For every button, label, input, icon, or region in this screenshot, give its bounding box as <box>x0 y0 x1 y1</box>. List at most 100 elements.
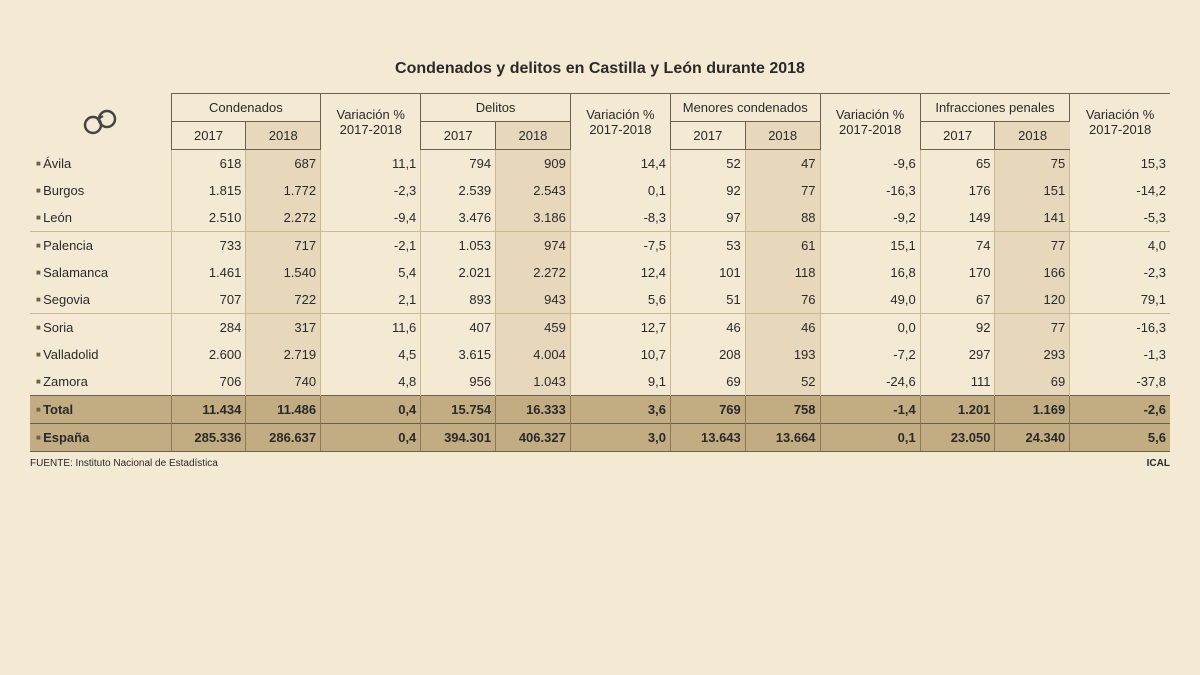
cell: 23.050 <box>920 424 995 452</box>
header-menores: Menores condenados <box>671 94 821 122</box>
source-text: FUENTE: Instituto Nacional de Estadístic… <box>30 458 218 469</box>
cell: 77 <box>995 314 1070 342</box>
row-label: Burgos <box>30 177 171 204</box>
cell: -7,2 <box>820 341 920 368</box>
cell: 1.169 <box>995 396 1070 424</box>
cell: 16.333 <box>496 396 571 424</box>
row-label: Soria <box>30 314 171 342</box>
cell: 76 <box>745 286 820 314</box>
cell: 974 <box>496 232 571 260</box>
year-2018: 2018 <box>246 122 321 150</box>
cell: 53 <box>671 232 746 260</box>
cell: 758 <box>745 396 820 424</box>
cell: 3,0 <box>570 424 670 452</box>
cell: 2.543 <box>496 177 571 204</box>
cell: 1.043 <box>496 368 571 396</box>
cell: 284 <box>171 314 246 342</box>
cell: 61 <box>745 232 820 260</box>
cell: 120 <box>995 286 1070 314</box>
cell: 407 <box>421 314 496 342</box>
cell: 618 <box>171 150 246 178</box>
cell: 67 <box>920 286 995 314</box>
cell: 0,1 <box>570 177 670 204</box>
cell: 1.461 <box>171 259 246 286</box>
cell: 956 <box>421 368 496 396</box>
cell: 3,6 <box>570 396 670 424</box>
year-2017: 2017 <box>421 122 496 150</box>
table-row: Zamora7067404,89561.0439,16952-24,611169… <box>30 368 1170 396</box>
cell: 909 <box>496 150 571 178</box>
cell: 46 <box>671 314 746 342</box>
cell: 13.664 <box>745 424 820 452</box>
year-2018: 2018 <box>745 122 820 150</box>
cell: 11,6 <box>321 314 421 342</box>
cell: 52 <box>745 368 820 396</box>
year-2017: 2017 <box>171 122 246 150</box>
cell: 293 <box>995 341 1070 368</box>
cell: 2.539 <box>421 177 496 204</box>
cell: 5,6 <box>570 286 670 314</box>
table-row: Ávila61868711,179490914,45247-9,6657515,… <box>30 150 1170 178</box>
cell: 794 <box>421 150 496 178</box>
cell: -14,2 <box>1070 177 1170 204</box>
cell: 16,8 <box>820 259 920 286</box>
table-row: Segovia7077222,18939435,6517649,06712079… <box>30 286 1170 314</box>
cell: 2.272 <box>246 204 321 232</box>
cell: 15,3 <box>1070 150 1170 178</box>
data-table: Condenados Variación % 2017-2018 Delitos… <box>30 93 1170 452</box>
cell: 15.754 <box>421 396 496 424</box>
cell: 2.272 <box>496 259 571 286</box>
cell: 717 <box>246 232 321 260</box>
credit-text: ICAL <box>1147 458 1170 469</box>
cell: 1.201 <box>920 396 995 424</box>
cell: 88 <box>745 204 820 232</box>
cell: -9,4 <box>321 204 421 232</box>
cell: 687 <box>246 150 321 178</box>
cell: 52 <box>671 150 746 178</box>
cell: 65 <box>920 150 995 178</box>
year-2018: 2018 <box>496 122 571 150</box>
footer: FUENTE: Instituto Nacional de Estadístic… <box>30 458 1170 469</box>
cell: 77 <box>995 232 1070 260</box>
cell: 4.004 <box>496 341 571 368</box>
cell: 166 <box>995 259 1070 286</box>
cell: 69 <box>995 368 1070 396</box>
table-row: Burgos1.8151.772-2,32.5392.5430,19277-16… <box>30 177 1170 204</box>
table-row: Valladolid2.6002.7194,53.6154.00410,7208… <box>30 341 1170 368</box>
cell: 943 <box>496 286 571 314</box>
cell: 706 <box>171 368 246 396</box>
cell: -8,3 <box>570 204 670 232</box>
cell: 893 <box>421 286 496 314</box>
cell: 0,1 <box>820 424 920 452</box>
cell: 9,1 <box>570 368 670 396</box>
cell: 12,7 <box>570 314 670 342</box>
cell: 15,1 <box>820 232 920 260</box>
cell: 118 <box>745 259 820 286</box>
cell: -16,3 <box>1070 314 1170 342</box>
cell: 2,1 <box>321 286 421 314</box>
cell: 4,5 <box>321 341 421 368</box>
cell: 394.301 <box>421 424 496 452</box>
row-label: Salamanca <box>30 259 171 286</box>
cell: 149 <box>920 204 995 232</box>
row-label: España <box>30 424 171 452</box>
cell: -1,4 <box>820 396 920 424</box>
cell: 47 <box>745 150 820 178</box>
cell: 14,4 <box>570 150 670 178</box>
cell: 75 <box>995 150 1070 178</box>
total-row: Total11.43411.4860,415.75416.3333,676975… <box>30 396 1170 424</box>
cell: 170 <box>920 259 995 286</box>
cell: 286.637 <box>246 424 321 452</box>
cell: 2.510 <box>171 204 246 232</box>
cell: 769 <box>671 396 746 424</box>
cell: 77 <box>745 177 820 204</box>
cell: -37,8 <box>1070 368 1170 396</box>
header-delitos: Delitos <box>421 94 571 122</box>
year-2017: 2017 <box>920 122 995 150</box>
header-var-menores: Variación % 2017-2018 <box>820 94 920 150</box>
cell: 733 <box>171 232 246 260</box>
cell: 0,4 <box>321 396 421 424</box>
cell: 151 <box>995 177 1070 204</box>
cell: 101 <box>671 259 746 286</box>
total-row: España285.336286.6370,4394.301406.3273,0… <box>30 424 1170 452</box>
